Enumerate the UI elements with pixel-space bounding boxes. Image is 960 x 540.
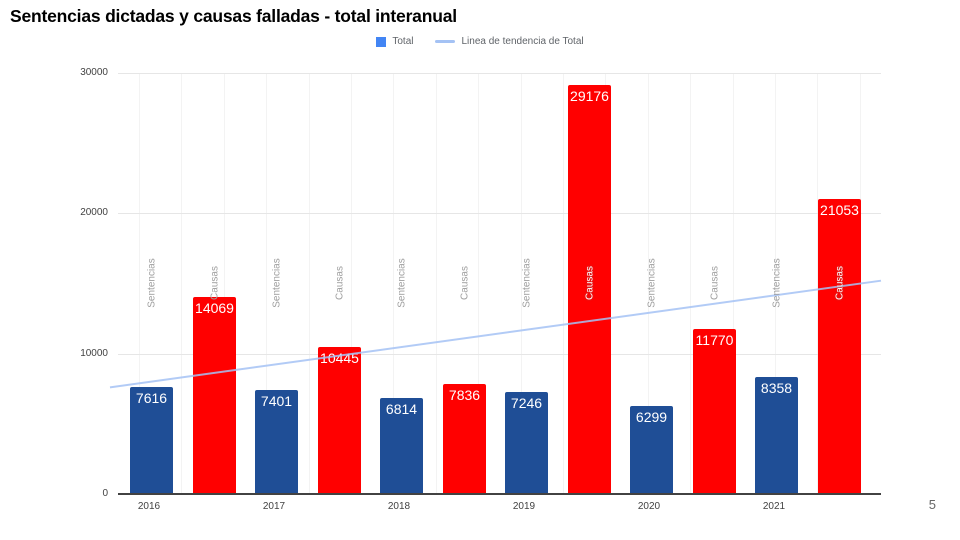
x-axis-year-label: 2016 [137, 501, 161, 512]
vertical-gridline [308, 73, 310, 493]
bar-sentencias-2016: 7616 [130, 387, 173, 493]
bar-value-label: 8358 [760, 379, 793, 396]
y-axis-tick-label: 30000 [80, 67, 108, 78]
bar-value-label: 6299 [635, 408, 668, 425]
vertical-gridline [775, 73, 776, 493]
chart-legend: Total Linea de tendencia de Total [0, 36, 960, 47]
bar-sentencias-2021: 8358 [755, 376, 798, 493]
bar-annotation-sentencias: Sentencias [396, 258, 407, 308]
x-axis-year-label: 2021 [762, 501, 786, 512]
vertical-gridline [435, 73, 437, 493]
legend-item-total: Total [376, 36, 413, 47]
bar-value-label: 14069 [195, 299, 234, 316]
bar-value-label: 7246 [510, 395, 543, 412]
bar-value-label: 7836 [448, 387, 481, 404]
bar-annotation-causas: Causas [459, 266, 470, 300]
vertical-gridline [690, 73, 692, 493]
legend-label-trendline: Linea de tendencia de Total [461, 36, 584, 47]
horizontal-gridline [118, 353, 881, 355]
bar-causas-2020: 11770 [693, 328, 736, 493]
bar-sentencias-2018: 6814 [380, 398, 423, 493]
vertical-gridline [139, 73, 140, 493]
chart-title: Sentencias dictadas y causas falladas - … [10, 6, 457, 26]
vertical-gridline [647, 73, 649, 493]
bar-value-label: 7401 [260, 393, 293, 410]
y-axis-tick-label: 20000 [80, 207, 108, 219]
bar-annotation-sentencias: Sentencias [771, 258, 782, 308]
page-number: 5 [928, 497, 936, 512]
trendline-color-swatch [435, 40, 456, 43]
bar-causas-2021: 21053 [818, 198, 861, 493]
vertical-gridline [520, 73, 522, 493]
bar-causas-2017: 10445 [318, 347, 361, 493]
bar-annotation-causas: Causas [709, 266, 720, 300]
bar-sentencias-2019: 7246 [505, 392, 548, 493]
bar-annotation-causas: Causas [334, 266, 345, 300]
vertical-gridline [351, 73, 352, 493]
vertical-gridline [266, 73, 268, 493]
bar-annotation-sentencias: Sentencias [646, 258, 657, 308]
y-axis-tick-label: 10000 [80, 347, 108, 359]
y-axis-tick-label: 0 [102, 488, 108, 499]
bar-annotation-causas: Causas [834, 266, 845, 300]
x-axis-year-label: 2019 [512, 501, 536, 512]
vertical-gridline [393, 73, 395, 493]
bar-annotation-causas: Causas [209, 266, 220, 300]
vertical-gridline [563, 73, 564, 493]
bar-sentencias-2017: 7401 [255, 390, 298, 493]
bar-causas-2019: 29176 [568, 84, 611, 493]
vertical-gridline [181, 73, 183, 493]
vertical-gridline [223, 73, 225, 493]
bar-annotation-sentencias: Sentencias [271, 258, 282, 308]
vertical-gridline [817, 73, 819, 493]
vertical-gridline [732, 73, 734, 493]
series-color-swatch [376, 36, 387, 47]
vertical-gridline [478, 73, 480, 493]
legend-label-total: Total [392, 36, 414, 47]
x-axis-line [118, 493, 881, 495]
bar-value-label: 21053 [820, 201, 859, 218]
x-axis-year-label: 2018 [387, 501, 411, 512]
bar-sentencias-2020: 6299 [630, 405, 673, 493]
bar-value-label: 11770 [695, 331, 734, 348]
bar-annotation-causas: Causas [584, 266, 595, 300]
bar-annotation-sentencias: Sentencias [521, 258, 532, 308]
x-axis-year-label: 2020 [637, 501, 661, 512]
bar-value-label: 29176 [570, 87, 609, 104]
bar-value-label: 6814 [385, 401, 418, 418]
horizontal-gridline [118, 73, 881, 74]
bar-value-label: 7616 [135, 390, 168, 407]
legend-item-trendline: Linea de tendencia de Total [435, 36, 584, 47]
bar-causas-2016: 14069 [193, 296, 236, 493]
horizontal-gridline [118, 213, 881, 215]
x-axis-year-label: 2017 [262, 501, 286, 512]
bar-causas-2018: 7836 [443, 384, 486, 493]
bar-annotation-sentencias: Sentencias [146, 258, 157, 308]
